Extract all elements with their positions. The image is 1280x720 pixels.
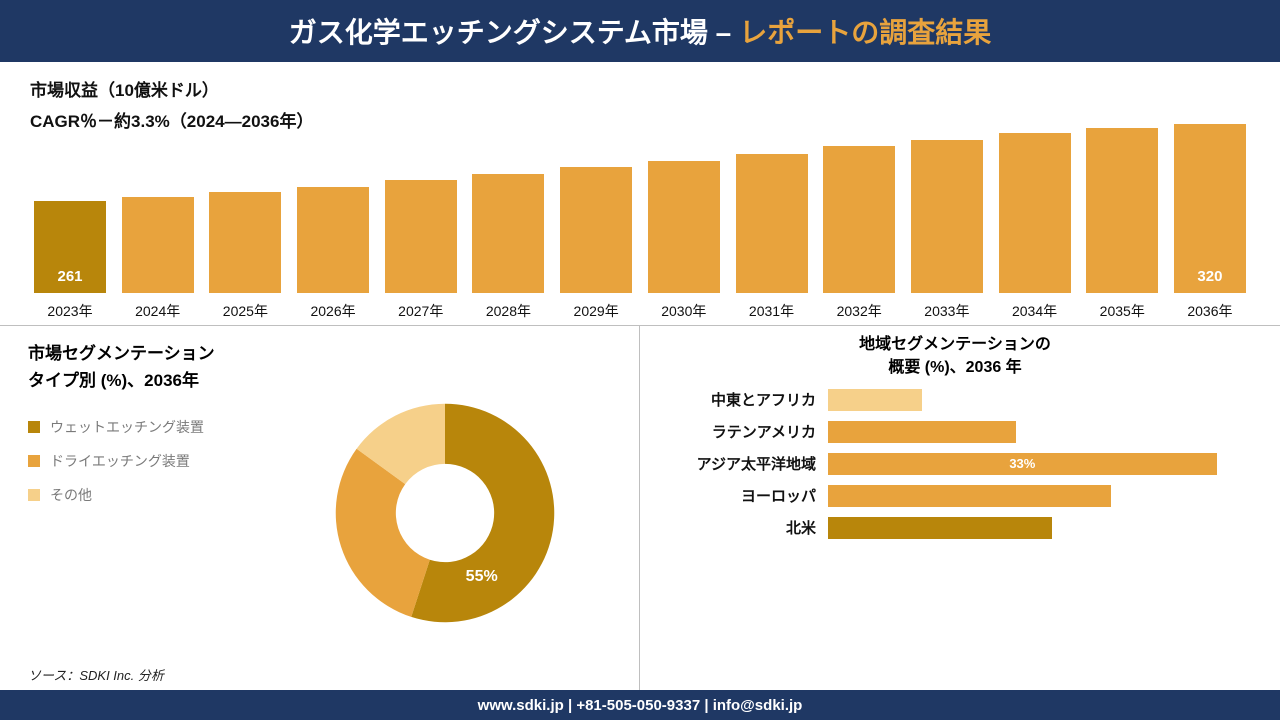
bar-category-label: 2035年: [1100, 301, 1145, 321]
legend-label: ウェットエッチング装置: [50, 417, 204, 437]
bar-col: 320 2036年: [1170, 124, 1250, 321]
bar-rect: 320: [1174, 124, 1246, 293]
region-row: アジア太平洋地域33%: [658, 453, 1252, 475]
legend-swatch: [28, 421, 40, 433]
segmentation-legend: ウェットエッチング装置ドライエッチング装置その他: [28, 417, 268, 505]
region-label: ヨーロッパ: [658, 485, 828, 506]
region-bar-fill: [828, 389, 922, 411]
region-bar-track: [828, 389, 1252, 411]
region-title: 地域セグメンテーションの 概要 (%)、2036 年: [658, 334, 1252, 379]
region-row: 中東とアフリカ: [658, 389, 1252, 411]
bar-rect: [472, 174, 544, 294]
revenue-bar-chart: 261 2023年 2024年 2025年 2026年 2027年 2028年 2029年 20…: [0, 141, 1280, 325]
title-main: ガス化学エッチングシステム市場 –: [289, 11, 732, 51]
bar-rect: [297, 187, 369, 294]
bar-category-label: 2026年: [310, 301, 355, 321]
legend-label: ドライエッチング装置: [50, 451, 190, 471]
source-note: ソース：SDKI Inc. 分析: [28, 665, 164, 684]
bar-rect: [999, 133, 1071, 293]
region-bar-track: [828, 517, 1252, 539]
legend-item: ウェットエッチング装置: [28, 417, 268, 437]
seg-title-line2: タイプ別 (%)、2036年: [28, 367, 268, 394]
bar-rect: [560, 167, 632, 293]
region-bar-fill: [828, 517, 1052, 539]
bar-col: 2033年: [907, 140, 987, 321]
bar-rect: [122, 197, 194, 293]
donut-value-label: 55%: [466, 568, 498, 586]
bar-col: 2026年: [293, 187, 373, 322]
bar-col: 2028年: [468, 174, 548, 322]
report-page: ガス化学エッチングシステム市場 – レポートの調査結果 市場収益（10億米ドル）…: [0, 0, 1280, 720]
legend-swatch: [28, 489, 40, 501]
bar-col: 2024年: [118, 197, 198, 321]
region-bar-fill: 33%: [828, 453, 1217, 475]
bar-category-label: 2024年: [135, 301, 180, 321]
bar-rect: [911, 140, 983, 293]
donut-chart: 55%: [268, 340, 621, 686]
region-panel: 地域セグメンテーションの 概要 (%)、2036 年 中東とアフリカラテンアメリ…: [640, 326, 1280, 690]
page-footer: www.sdki.jp | +81-505-050-9337 | info@sd…: [0, 690, 1280, 720]
bar-col: 2030年: [644, 161, 724, 322]
bar-rect: [385, 180, 457, 293]
segmentation-title: 市場セグメンテーション タイプ別 (%)、2036年: [28, 340, 268, 394]
region-label: ラテンアメリカ: [658, 421, 828, 442]
region-row: ヨーロッパ: [658, 485, 1252, 507]
region-label: アジア太平洋地域: [658, 453, 828, 474]
bar-category-label: 2034年: [1012, 301, 1057, 321]
legend-item: その他: [28, 485, 268, 505]
region-title-line2: 概要 (%)、2036 年: [658, 357, 1252, 379]
revenue-label: 市場収益（10億米ドル）: [30, 76, 1250, 107]
bar-col: 2034年: [995, 133, 1075, 321]
donut-svg: [330, 398, 560, 628]
region-bar-fill: [828, 421, 1016, 443]
region-row: ラテンアメリカ: [658, 421, 1252, 443]
bar-col: 2029年: [556, 167, 636, 321]
seg-title-line1: 市場セグメンテーション: [28, 340, 268, 367]
segmentation-text: 市場セグメンテーション タイプ別 (%)、2036年 ウェットエッチング装置ドラ…: [28, 340, 268, 686]
bar-col: 261 2023年: [30, 201, 110, 321]
bar-category-label: 2029年: [574, 301, 619, 321]
region-label: 北米: [658, 517, 828, 538]
bar-category-label: 2030年: [661, 301, 706, 321]
bar-category-label: 2033年: [924, 301, 969, 321]
bar-category-label: 2028年: [486, 301, 531, 321]
bar-col: 2032年: [819, 146, 899, 321]
region-title-line1: 地域セグメンテーションの: [658, 334, 1252, 356]
region-label: 中東とアフリカ: [658, 389, 828, 410]
bar-col: 2025年: [205, 192, 285, 321]
bar-rect: 261: [34, 201, 106, 293]
title-accent: レポートの調査結果: [739, 11, 991, 51]
bar-category-label: 2036年: [1187, 301, 1232, 321]
bar-category-label: 2023年: [47, 301, 92, 321]
legend-item: ドライエッチング装置: [28, 451, 268, 471]
segmentation-panel: 市場セグメンテーション タイプ別 (%)、2036年 ウェットエッチング装置ドラ…: [0, 326, 640, 690]
bar-rect: [648, 161, 720, 294]
bar-rect: [1086, 128, 1158, 293]
region-row: 北米: [658, 517, 1252, 539]
bottom-panels: 市場セグメンテーション タイプ別 (%)、2036年 ウェットエッチング装置ドラ…: [0, 325, 1280, 690]
donut-slice: [335, 449, 429, 617]
bar-col: 2035年: [1082, 128, 1162, 321]
bar-category-label: 2027年: [398, 301, 443, 321]
legend-swatch: [28, 455, 40, 467]
region-bar-track: [828, 421, 1252, 443]
bar-category-label: 2031年: [749, 301, 794, 321]
bar-col: 2027年: [381, 180, 461, 321]
bar-category-label: 2025年: [223, 301, 268, 321]
region-bar-fill: [828, 485, 1111, 507]
bar-col: 2031年: [732, 154, 812, 321]
page-header: ガス化学エッチングシステム市場 – レポートの調査結果: [0, 0, 1280, 62]
bar-rect: [823, 146, 895, 293]
region-bar-track: 33%: [828, 453, 1252, 475]
region-bar-chart: 中東とアフリカラテンアメリカアジア太平洋地域33%ヨーロッパ北米: [658, 389, 1252, 539]
bar-category-label: 2032年: [837, 301, 882, 321]
region-bar-track: [828, 485, 1252, 507]
bar-rect: [209, 192, 281, 293]
legend-label: その他: [50, 485, 92, 505]
bar-rect: [736, 154, 808, 293]
footer-text: www.sdki.jp | +81-505-050-9337 | info@sd…: [478, 697, 803, 714]
